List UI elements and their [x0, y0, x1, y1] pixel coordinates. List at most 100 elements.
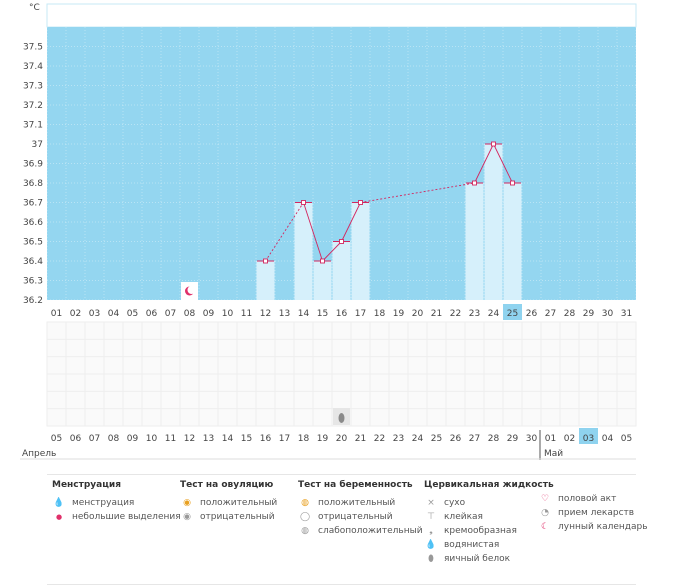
legend-item: ◉ отрицательный [180, 510, 277, 524]
x-tick-label: 11 [241, 309, 252, 319]
legend-item: ♡ половой акт [538, 492, 648, 506]
date-label: 28 [488, 434, 500, 444]
date-label: 11 [165, 434, 176, 444]
temperature-point [320, 258, 325, 264]
x-tick-label: 28 [564, 309, 576, 319]
egg-white-icon [338, 413, 345, 423]
today-highlight [579, 428, 598, 444]
date-label: 20 [336, 434, 348, 444]
legend-label: яичный белок [444, 554, 511, 564]
plot-area [46, 27, 637, 301]
date-label: 17 [279, 434, 290, 444]
date-label: 16 [260, 434, 272, 444]
y-tick-label: 37.5 [23, 43, 43, 53]
temperature-bar [503, 183, 522, 300]
y-tick-label: 37.3 [23, 82, 43, 92]
temperature-bar [484, 144, 503, 300]
x-tick-label: 19 [393, 309, 405, 319]
small-drop-icon: ● [55, 513, 63, 521]
date-label: 10 [146, 434, 158, 444]
legend-label: сухо [444, 498, 466, 508]
current-day-highlight [503, 304, 522, 320]
legend-title: Тест на беременность [298, 480, 413, 490]
x-axis-dates: 05 06 07 08 09 10 11 12 13 14 15 16 17 18 19 20 21 22 23 24… [20, 428, 636, 460]
x-tick-label: 15 [317, 309, 328, 319]
legend-label: положительный [318, 498, 396, 508]
y-tick-label: 36.4 [23, 257, 43, 267]
legend-item: ⊤ клейкая [424, 510, 554, 524]
month-label-may: Май [544, 449, 563, 459]
temperature-line-segment [303, 202, 323, 262]
legend-item: ● небольшие выделения [52, 510, 181, 524]
legend-label: клейкая [444, 512, 483, 522]
date-label: 05 [621, 434, 632, 444]
legend: Менструация 💧 менструация ● небольшие выде… [0, 470, 675, 587]
legend-item: ◔ прием лекарств [538, 506, 648, 520]
x-tick-label: 03 [89, 309, 100, 319]
y-tick-label: 37.2 [23, 101, 43, 111]
legend-label: прием лекарств [558, 508, 635, 518]
date-label: 25 [431, 434, 442, 444]
x-tick-label: 14 [298, 309, 310, 319]
date-label: 06 [70, 434, 82, 444]
date-label: 23 [393, 434, 404, 444]
pregnancy-weak-icon: ◍ [301, 526, 309, 536]
legend-divider-top [47, 474, 636, 475]
x-tick-label: 12 [260, 309, 271, 319]
pregnancy-positive-icon: ◍ [301, 498, 309, 508]
date-label: 29 [507, 434, 519, 444]
y-unit-label: °C [29, 3, 40, 13]
x-tick-label: 08 [184, 309, 196, 319]
legend-item: ◯ отрицательный [298, 510, 423, 524]
x-tick-label: 20 [412, 309, 424, 319]
date-label: 05 [51, 434, 62, 444]
legend-cervical-fluid: Цервикальная жидкость × сухо ⊤ клейкая ❟ кр… [424, 480, 554, 566]
x-tick-label: 26 [526, 309, 538, 319]
month-label-april: Апрель [22, 449, 56, 459]
x-tick-label: 02 [70, 309, 81, 319]
x-tick-label: 31 [621, 309, 632, 319]
legend-item: 💧 водянистая [424, 538, 554, 552]
temperature-point [301, 200, 306, 205]
legend-pregnancy-test: Тест на беременность ◍ положительный ◯ отр… [298, 480, 423, 538]
date-label: 07 [89, 434, 100, 444]
temperature-point [472, 180, 477, 186]
x-tick-label: 29 [583, 309, 595, 319]
temperature-bar [294, 202, 313, 300]
date-label: 14 [222, 434, 234, 444]
y-tick-label: 37.1 [23, 121, 43, 131]
x-tick-label: 07 [165, 309, 176, 319]
x-tick-label: 25 [507, 309, 518, 319]
date-label: 13 [203, 434, 214, 444]
y-tick-label: 37 [32, 140, 43, 150]
drop-icon: 💧 [53, 498, 65, 508]
legend-label: половой акт [558, 494, 617, 504]
legend-divider-bottom [47, 584, 636, 585]
watery-icon: 💧 [425, 540, 437, 550]
y-tick-label: 36.2 [23, 296, 43, 306]
legend-other: ♡ половой акт ◔ прием лекарств ☾ лунный кал… [538, 492, 648, 534]
chart-top-band [46, 3, 637, 28]
notes-grid [46, 321, 637, 427]
x-tick-label: 27 [545, 309, 556, 319]
date-label: 26 [450, 434, 462, 444]
date-label: 27 [469, 434, 480, 444]
temperature-point [339, 239, 344, 244]
x-tick-label: 05 [127, 309, 138, 319]
bbt-chart: °C 37.5 37.4 37.3 37.2 37.1 37 36.9 36.8 36.7 36.… [20, 3, 637, 460]
x-tick-label: 17 [355, 309, 366, 319]
y-tick-label: 36.5 [23, 238, 43, 248]
date-label: 15 [241, 434, 252, 444]
x-tick-label: 24 [488, 309, 500, 319]
pregnancy-negative-icon: ◯ [299, 512, 311, 522]
legend-ovulation-test: Тест на овуляцию ◉ положительный ◉ отрицат… [180, 480, 277, 524]
legend-label: слабоположительный [318, 526, 423, 536]
creamy-icon: ❟ [429, 526, 433, 536]
x-tick-label: 21 [431, 309, 442, 319]
y-tick-label: 36.8 [23, 179, 43, 189]
x-tick-label: 01 [51, 309, 62, 319]
legend-label: положительный [200, 498, 278, 508]
temperature-point [510, 180, 515, 186]
date-label: 21 [355, 434, 366, 444]
x-tick-label: 06 [146, 309, 158, 319]
